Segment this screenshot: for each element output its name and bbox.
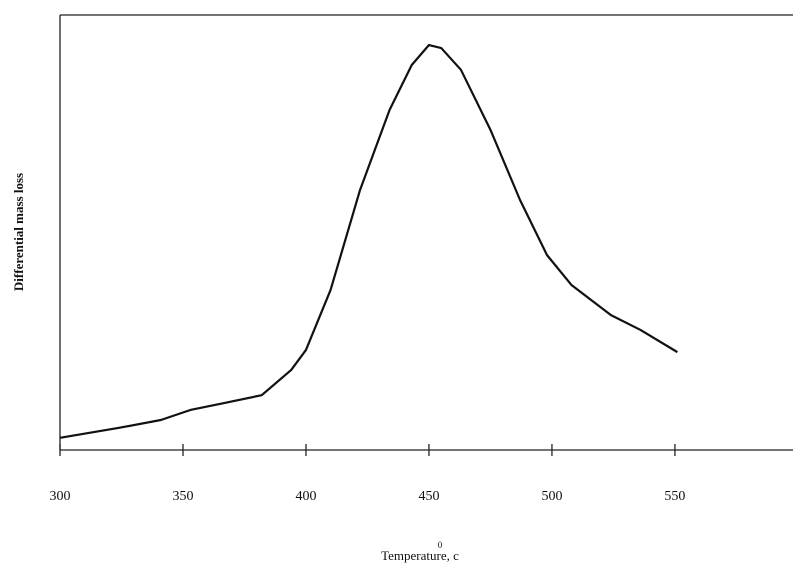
data-line <box>59 43 678 439</box>
x-tick-label: 300 <box>50 489 71 504</box>
x-tick-label: 350 <box>172 489 193 504</box>
x-tick-label: 500 <box>541 489 562 504</box>
y-axis-label: Differential mass loss <box>11 173 26 291</box>
x-tick-label: 400 <box>295 489 316 504</box>
x-axis-label-superscript: 0 <box>438 540 443 550</box>
x-tick-label: 550 <box>664 489 685 504</box>
x-axis-label: Temperature, c <box>381 548 459 563</box>
x-tick-label: 450 <box>418 489 439 504</box>
